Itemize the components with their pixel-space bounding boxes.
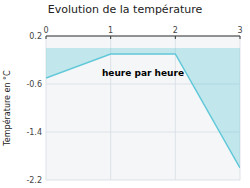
area xyxy=(46,48,240,168)
grid-line xyxy=(46,36,240,37)
line xyxy=(46,54,240,168)
x-axis-line xyxy=(46,36,240,37)
x-tick xyxy=(110,36,111,39)
grid-line xyxy=(46,132,240,133)
x-tick-label: 3 xyxy=(237,26,242,35)
title: Evolution de la température xyxy=(48,3,203,16)
x-tick xyxy=(240,36,241,39)
y-axis-label: Température en °C xyxy=(2,70,12,147)
grid-line xyxy=(46,180,240,181)
y-tick-label: 0.2 xyxy=(29,32,42,41)
x-tick xyxy=(175,36,176,39)
y-tick-label: -2.2 xyxy=(26,176,42,185)
x-tick-label: 1 xyxy=(108,26,113,35)
x-tick-label: 2 xyxy=(173,26,178,35)
grid-line xyxy=(175,36,176,180)
y-tick-label: -1.4 xyxy=(26,128,42,137)
plot-area xyxy=(46,36,240,180)
annotation: heure par heure xyxy=(102,68,184,78)
x-tick xyxy=(46,36,47,39)
x-tick-label: 0 xyxy=(43,26,48,35)
chart: 0 1 2 3 0.2 -0.6 -1.4 -2.2 Température en °C Evol… xyxy=(0,0,250,188)
series-group xyxy=(46,48,240,168)
grid-line xyxy=(110,36,111,180)
y-tick-label: -0.6 xyxy=(26,80,42,89)
